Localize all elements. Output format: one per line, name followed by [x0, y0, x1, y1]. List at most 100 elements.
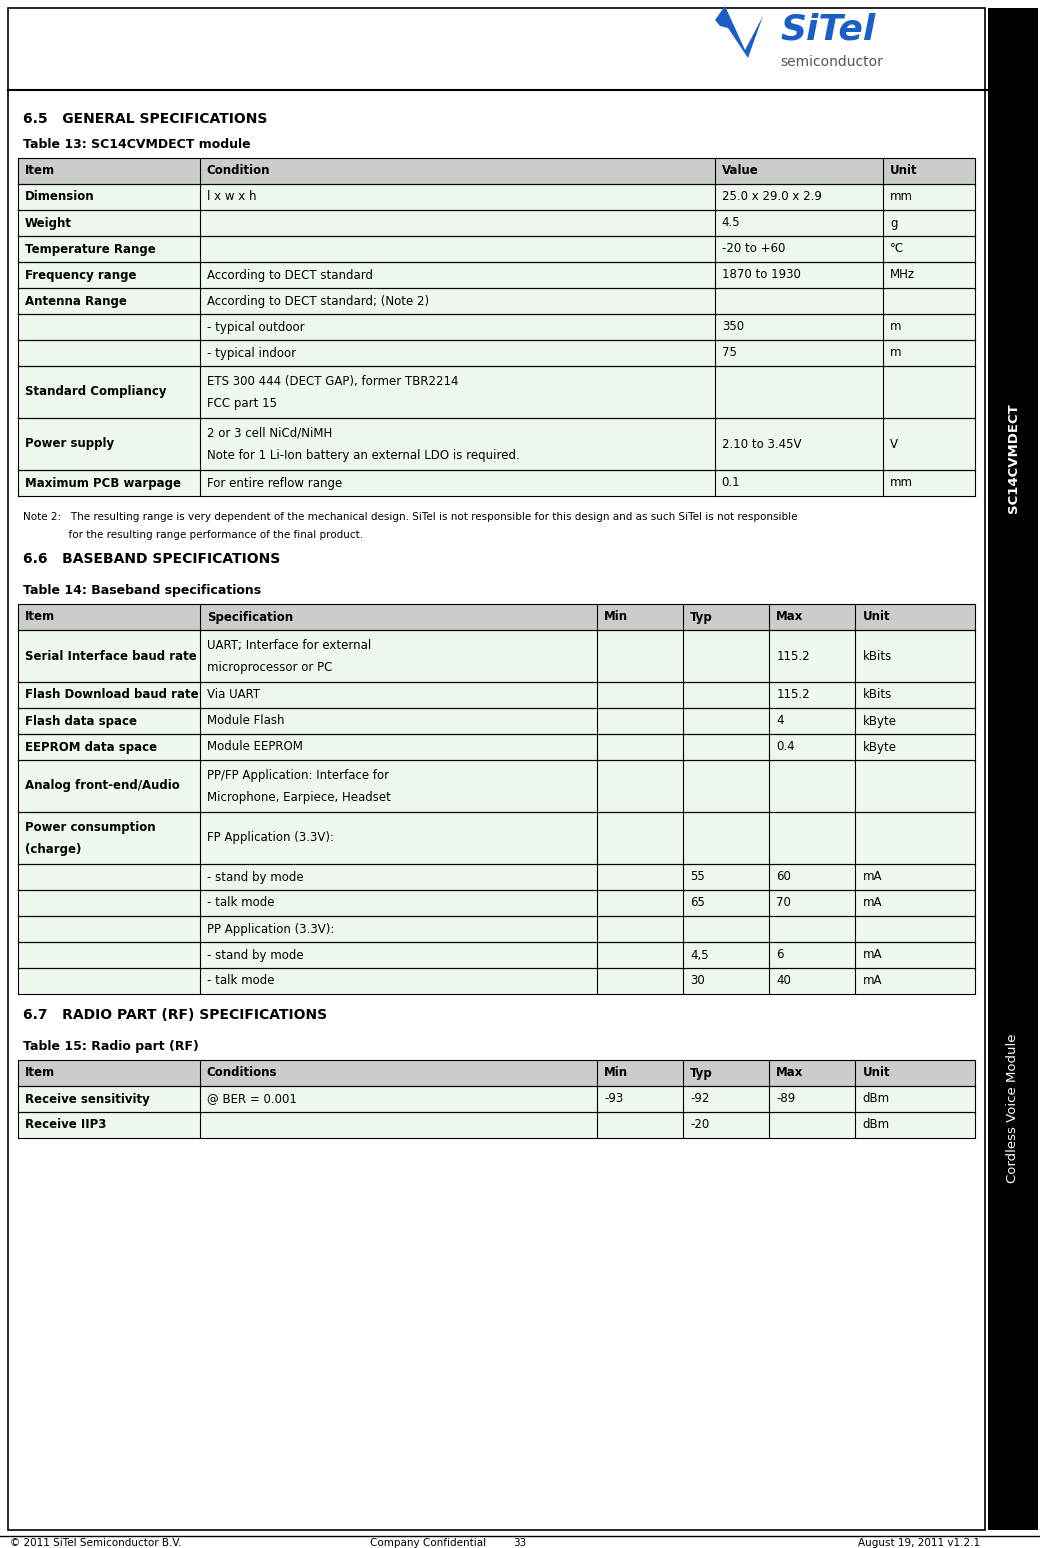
Text: 4.5: 4.5 [722, 217, 740, 229]
Text: Table 14: Baseband specifications: Table 14: Baseband specifications [23, 584, 261, 598]
Bar [18, 365, 976, 418]
Text: 55: 55 [691, 870, 705, 884]
Text: Flash data space: Flash data space [25, 715, 137, 728]
Text: Antenna Range: Antenna Range [25, 294, 127, 308]
Text: -89: -89 [776, 1093, 796, 1105]
Text: microprocessor or PC: microprocessor or PC [207, 661, 332, 673]
Text: FP Application (3.3V):: FP Application (3.3V): [207, 831, 334, 845]
Text: Power consumption: Power consumption [25, 820, 156, 834]
Text: 115.2: 115.2 [776, 650, 810, 663]
Text: - talk mode: - talk mode [207, 896, 275, 910]
Bar [18, 158, 976, 184]
Text: V: V [890, 438, 899, 450]
Bar [18, 760, 976, 813]
Bar [18, 1087, 976, 1111]
Bar [18, 916, 976, 943]
Text: FCC part 15: FCC part 15 [207, 396, 277, 410]
Text: Temperature Range: Temperature Range [25, 243, 156, 255]
Bar [18, 418, 976, 471]
Bar [18, 968, 976, 994]
Text: Dimension: Dimension [25, 190, 95, 203]
Text: 0.1: 0.1 [722, 477, 740, 489]
Text: mA: mA [862, 949, 882, 961]
Text: UART; Interface for external: UART; Interface for external [207, 639, 371, 652]
Text: for the resulting range performance of the final product.: for the resulting range performance of t… [23, 529, 363, 540]
Text: 33: 33 [514, 1539, 526, 1548]
Bar [18, 1111, 976, 1138]
Text: 2.10 to 3.45V: 2.10 to 3.45V [722, 438, 801, 450]
Text: -92: -92 [691, 1093, 709, 1105]
Text: 6: 6 [776, 949, 784, 961]
Text: m: m [890, 347, 902, 359]
Text: -93: -93 [604, 1093, 623, 1105]
Bar [18, 734, 976, 760]
Text: Condition: Condition [207, 164, 270, 178]
Text: (charge): (charge) [25, 842, 81, 856]
Bar [988, 8, 1038, 1529]
Text: °C: °C [890, 243, 904, 255]
Text: Note 2:   The resulting range is very dependent of the mechanical design. SiTel : Note 2: The resulting range is very depe… [23, 512, 798, 522]
Text: m: m [890, 320, 902, 333]
Text: Item: Item [25, 610, 55, 624]
Text: Receive sensitivity: Receive sensitivity [25, 1093, 150, 1105]
Text: kByte: kByte [862, 715, 896, 728]
Text: Max: Max [776, 1067, 804, 1079]
Text: Table 13: SC14CVMDECT module: Table 13: SC14CVMDECT module [23, 138, 251, 152]
Text: kBits: kBits [862, 650, 891, 663]
Text: Table 15: Radio part (RF): Table 15: Radio part (RF) [23, 1040, 199, 1053]
Text: 25.0 x 29.0 x 2.9: 25.0 x 29.0 x 2.9 [722, 190, 822, 203]
Text: mA: mA [862, 975, 882, 988]
Text: dBm: dBm [862, 1119, 889, 1132]
Text: 6.7   RADIO PART (RF) SPECIFICATIONS: 6.7 RADIO PART (RF) SPECIFICATIONS [23, 1008, 328, 1022]
Bar [18, 184, 976, 211]
Text: © 2011 SiTel Semiconductor B.V.: © 2011 SiTel Semiconductor B.V. [10, 1539, 182, 1548]
Text: -20: -20 [691, 1119, 709, 1132]
Text: Max: Max [776, 610, 804, 624]
Text: August 19, 2011 v1.2.1: August 19, 2011 v1.2.1 [858, 1539, 980, 1548]
Text: Item: Item [25, 164, 55, 178]
Text: Weight: Weight [25, 217, 72, 229]
Text: EEPROM data space: EEPROM data space [25, 740, 157, 754]
Text: Typ: Typ [691, 610, 712, 624]
Text: - talk mode: - talk mode [207, 975, 275, 988]
Text: Min: Min [604, 1067, 628, 1079]
Bar [18, 341, 976, 365]
Bar [18, 683, 976, 707]
Text: 75: 75 [722, 347, 736, 359]
Text: 350: 350 [722, 320, 744, 333]
Text: Power supply: Power supply [25, 438, 114, 450]
Text: 0.4: 0.4 [776, 740, 795, 754]
Text: Note for 1 Li-Ion battery an external LDO is required.: Note for 1 Li-Ion battery an external LD… [207, 449, 520, 461]
Text: 115.2: 115.2 [776, 689, 810, 701]
Bar [18, 630, 976, 683]
Text: According to DECT standard: According to DECT standard [207, 268, 372, 282]
Text: mA: mA [862, 896, 882, 910]
Text: According to DECT standard; (Note 2): According to DECT standard; (Note 2) [207, 294, 428, 308]
Bar [18, 943, 976, 968]
Bar [18, 211, 976, 235]
Text: 30: 30 [691, 975, 705, 988]
Text: For entire reflow range: For entire reflow range [207, 477, 342, 489]
Text: Cordless Voice Module: Cordless Voice Module [1007, 1033, 1019, 1183]
Text: - typical indoor: - typical indoor [207, 347, 296, 359]
Text: PP Application (3.3V):: PP Application (3.3V): [207, 923, 334, 935]
Text: MHz: MHz [890, 268, 915, 282]
Text: Via UART: Via UART [207, 689, 260, 701]
Text: 60: 60 [776, 870, 791, 884]
Text: g: g [890, 217, 898, 229]
Text: 6.6   BASEBAND SPECIFICATIONS: 6.6 BASEBAND SPECIFICATIONS [23, 553, 280, 567]
Text: SC14CVMDECT: SC14CVMDECT [1007, 402, 1019, 512]
Text: Value: Value [722, 164, 758, 178]
Text: Serial Interface baud rate: Serial Interface baud rate [25, 650, 197, 663]
Bar [18, 471, 976, 495]
Text: kByte: kByte [862, 740, 896, 754]
Text: Receive IIP3: Receive IIP3 [25, 1119, 106, 1132]
Text: - stand by mode: - stand by mode [207, 870, 304, 884]
Text: Module EEPROM: Module EEPROM [207, 740, 303, 754]
Bar [18, 813, 976, 864]
Text: 6.5   GENERAL SPECIFICATIONS: 6.5 GENERAL SPECIFICATIONS [23, 111, 267, 125]
Text: semiconductor: semiconductor [780, 56, 883, 70]
Polygon shape [716, 6, 763, 57]
Text: Specification: Specification [207, 610, 293, 624]
Text: Company Confidential: Company Confidential [370, 1539, 486, 1548]
